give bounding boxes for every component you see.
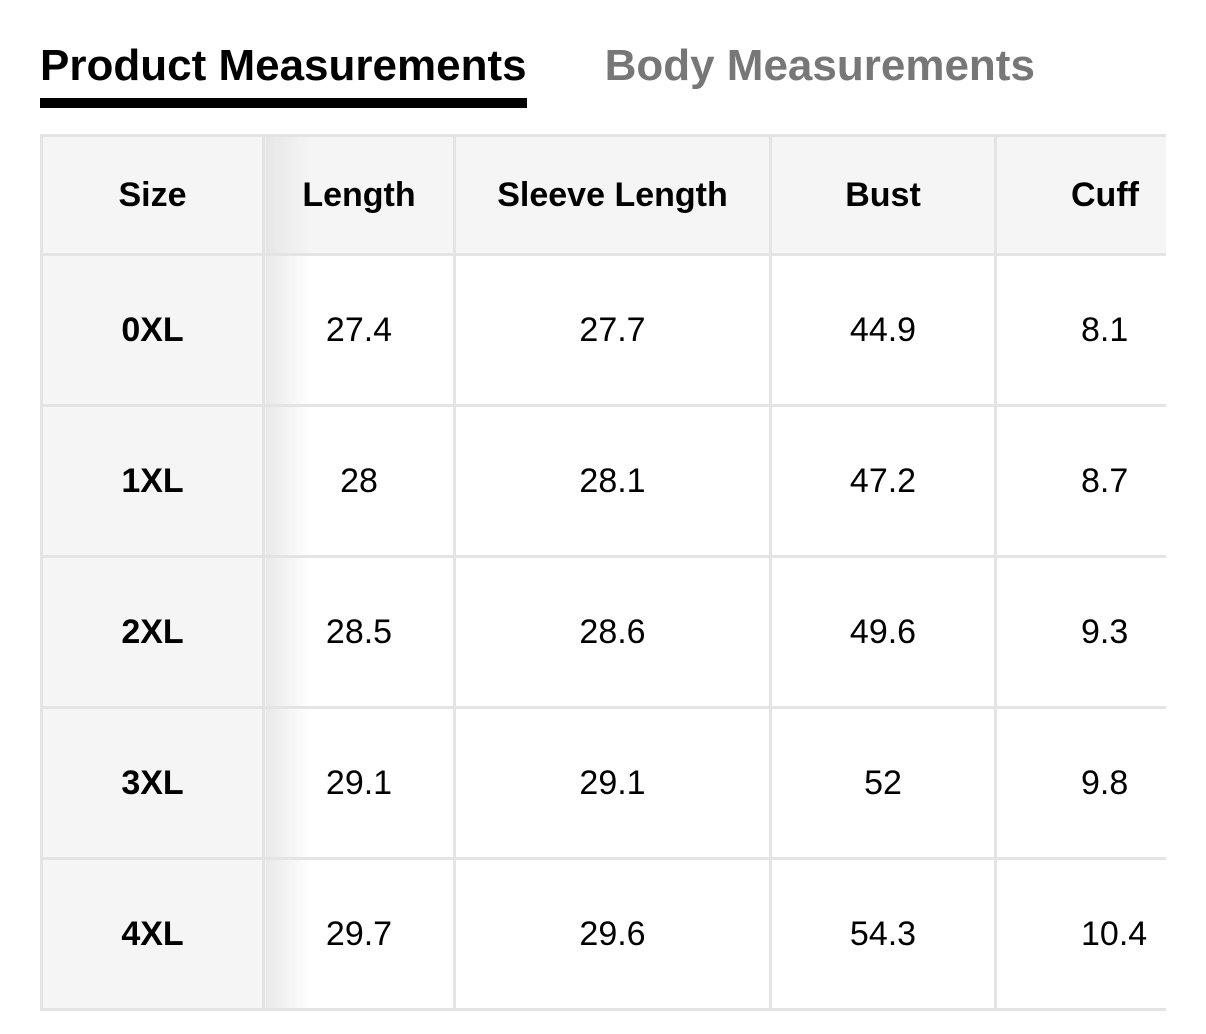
column-header-size: Size — [40, 134, 265, 256]
size-table: Size Length Sleeve Length Bust Cuff 0XL 27.4 2… — [40, 134, 1166, 1011]
size-cell: 1XL — [40, 404, 265, 558]
table-row: 3XL 29.1 29.1 52 9.8 — [40, 706, 1166, 860]
measurement-cell: 28.1 — [453, 404, 772, 558]
tab-product-measurements[interactable]: Product Measurements — [40, 38, 527, 108]
column-header-cuff: Cuff — [994, 134, 1166, 256]
measurement-cell: 29.6 — [453, 857, 772, 1011]
measurement-cell: 9.8 — [994, 706, 1166, 860]
measurement-cell: 52 — [769, 706, 997, 860]
measurement-cell: 28.5 — [262, 555, 456, 709]
measurement-cell: 27.7 — [453, 253, 772, 407]
measurement-tabs: Product Measurements Body Measurements — [40, 38, 1035, 108]
measurement-cell: 28.6 — [453, 555, 772, 709]
table-row: 2XL 28.5 28.6 49.6 9.3 — [40, 555, 1166, 709]
measurement-cell: 47.2 — [769, 404, 997, 558]
measurement-cell: 29.1 — [453, 706, 772, 860]
column-header-length: Length — [262, 134, 456, 256]
table-row: 0XL 27.4 27.7 44.9 8.1 — [40, 253, 1166, 407]
measurement-cell: 10.4 — [994, 857, 1166, 1011]
measurement-cell: 9.3 — [994, 555, 1166, 709]
measurement-cell: 8.7 — [994, 404, 1166, 558]
size-table-scroll[interactable]: Size Length Sleeve Length Bust Cuff 0XL 27.4 2… — [40, 134, 1166, 1034]
measurement-cell: 28 — [262, 404, 456, 558]
column-header-sleeve-length: Sleeve Length — [453, 134, 772, 256]
tab-body-measurements[interactable]: Body Measurements — [604, 41, 1035, 90]
column-header-bust: Bust — [769, 134, 997, 256]
measurement-cell: 27.4 — [262, 253, 456, 407]
size-cell: 3XL — [40, 706, 265, 860]
table-header-row: Size Length Sleeve Length Bust Cuff — [40, 134, 1166, 256]
measurement-cell: 54.3 — [769, 857, 997, 1011]
size-cell: 0XL — [40, 253, 265, 407]
table-row: 1XL 28 28.1 47.2 8.7 — [40, 404, 1166, 558]
size-cell: 4XL — [40, 857, 265, 1011]
measurement-cell: 29.7 — [262, 857, 456, 1011]
table-row: 4XL 29.7 29.6 54.3 10.4 — [40, 857, 1166, 1011]
measurement-cell: 29.1 — [262, 706, 456, 860]
measurement-cell: 49.6 — [769, 555, 997, 709]
size-cell: 2XL — [40, 555, 265, 709]
measurement-cell: 44.9 — [769, 253, 997, 407]
measurement-cell: 8.1 — [994, 253, 1166, 407]
